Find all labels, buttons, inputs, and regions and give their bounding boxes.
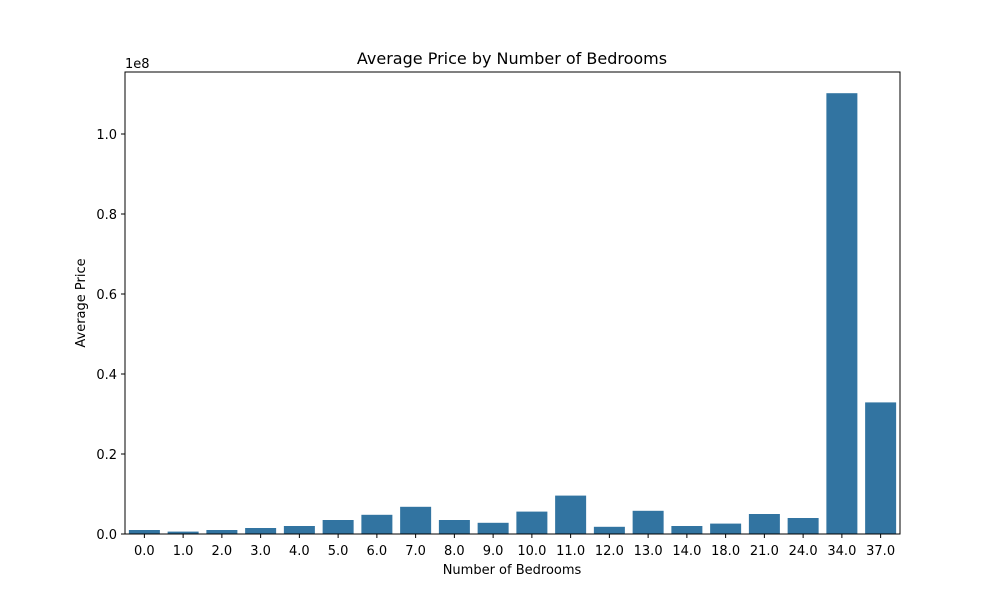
x-tick-label: 8.0 xyxy=(444,544,465,559)
x-tick-label: 1.0 xyxy=(173,544,194,559)
bar-13.0 xyxy=(632,510,664,534)
bar-10.0 xyxy=(516,511,548,534)
y-tick-label: 1.0 xyxy=(96,128,117,143)
y-tick-label: 0.8 xyxy=(96,208,117,223)
bar-37.0 xyxy=(865,402,897,534)
x-tick-label: 21.0 xyxy=(750,544,779,559)
y-axis-title: Average Price xyxy=(74,258,89,347)
bar-24.0 xyxy=(787,518,819,534)
x-tick-label: 6.0 xyxy=(367,544,388,559)
x-tick-label: 2.0 xyxy=(212,544,233,559)
x-tick-label: 3.0 xyxy=(250,544,271,559)
bar-9.0 xyxy=(477,522,509,534)
x-tick-label: 14.0 xyxy=(672,544,701,559)
x-tick-label: 9.0 xyxy=(483,544,504,559)
chart-title: Average Price by Number of Bedrooms xyxy=(357,49,667,68)
bar-18.0 xyxy=(710,523,742,534)
x-tick-label: 37.0 xyxy=(866,544,895,559)
bar-3.0 xyxy=(245,528,277,534)
bar-5.0 xyxy=(322,520,354,534)
bar-7.0 xyxy=(400,506,432,534)
bar-0.0 xyxy=(128,530,160,534)
bar-1.0 xyxy=(167,531,199,534)
y-axis-ticks: 0.0 0.2 0.4 0.6 0.8 1.0 xyxy=(96,128,125,543)
x-tick-label: 7.0 xyxy=(405,544,426,559)
x-tick-label: 18.0 xyxy=(711,544,740,559)
bar-8.0 xyxy=(438,520,470,534)
bars xyxy=(128,93,897,534)
y-offset-label: 1e8 xyxy=(125,57,150,72)
bar-12.0 xyxy=(593,526,625,534)
bar-6.0 xyxy=(361,514,393,534)
bar-2.0 xyxy=(206,530,238,534)
bar-11.0 xyxy=(555,495,587,534)
bar-34.0 xyxy=(826,93,858,534)
bar-4.0 xyxy=(283,526,315,534)
plot-frame xyxy=(124,71,901,535)
x-tick-label: 24.0 xyxy=(789,544,818,559)
bar-14.0 xyxy=(671,526,703,534)
y-tick-label: 0.0 xyxy=(96,528,117,543)
x-tick-label: 4.0 xyxy=(289,544,310,559)
bar-21.0 xyxy=(748,514,780,534)
x-tick-label: 5.0 xyxy=(328,544,349,559)
x-tick-label: 11.0 xyxy=(556,544,585,559)
x-axis-title: Number of Bedrooms xyxy=(443,563,582,578)
x-tick-label: 0.0 xyxy=(134,544,155,559)
y-tick-label: 0.6 xyxy=(96,288,117,303)
x-axis-ticks: 0.0 1.0 2.0 3.0 4.0 5.0 6.0 7.0 8.0 9.0 10.0 11.0 12… xyxy=(134,534,895,559)
x-tick-label: 34.0 xyxy=(827,544,856,559)
y-tick-label: 0.4 xyxy=(96,368,117,383)
x-tick-label: 13.0 xyxy=(634,544,663,559)
x-tick-label: 12.0 xyxy=(595,544,624,559)
x-tick-label: 10.0 xyxy=(517,544,546,559)
y-tick-label: 0.2 xyxy=(96,448,117,463)
